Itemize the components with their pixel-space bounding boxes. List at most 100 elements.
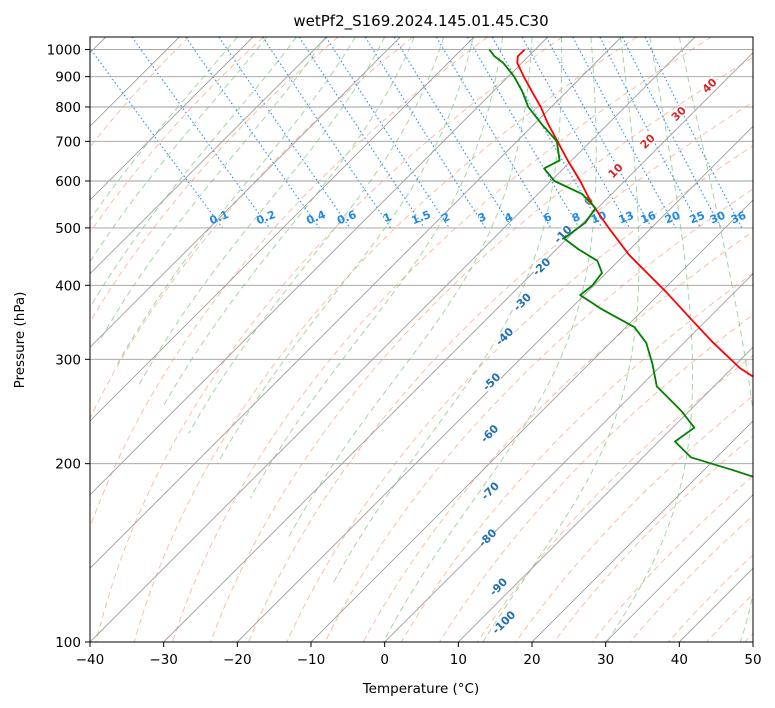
dry-adiabat	[95, 37, 563, 642]
mixing-ratio-line	[325, 37, 450, 229]
isotherm-gridline	[752, 641, 753, 642]
moist-adiabat	[162, 37, 415, 407]
mixing-ratio-line	[218, 37, 351, 229]
moist-adiabat	[188, 37, 445, 434]
x-tick-label: −30	[149, 652, 178, 668]
chart-title: wetPf2_S169.2024.145.01.45.C30	[293, 12, 548, 31]
y-tick-label: 600	[55, 174, 81, 190]
y-tick-label: 300	[55, 352, 81, 368]
mixing-ratio-label: 6	[542, 210, 554, 225]
label-backdrop	[668, 103, 689, 124]
x-tick-label: −20	[223, 652, 252, 668]
moist-adiabat	[216, 37, 474, 464]
mixing-ratio-line	[185, 37, 320, 229]
dry-adiabat-label: -70	[479, 479, 502, 502]
mixing-ratio-label: 2	[440, 210, 452, 225]
isotherm-gridline	[605, 494, 753, 642]
isotherm-gridline	[678, 567, 753, 642]
y-tick-label: 700	[55, 134, 81, 150]
label-backdrop	[699, 75, 720, 96]
mixing-ratio-label: 3	[476, 210, 488, 225]
dry-adiabat-label: -80	[476, 526, 499, 549]
mixing-ratio-label: 0.6	[335, 208, 358, 227]
mixing-ratio-label: 0.2	[255, 208, 278, 227]
temperature-profile	[516, 48, 753, 378]
mixing-ratio-line	[364, 37, 486, 229]
mixing-ratio-label: 8	[570, 210, 582, 225]
x-tick-label: 0	[380, 652, 389, 668]
mixing-ratio-label: 1	[381, 210, 393, 225]
label-backdrop	[477, 527, 498, 548]
dry-adiabat-label: -60	[478, 422, 501, 445]
y-tick-label: 500	[55, 221, 81, 237]
dry-adiabat	[133, 37, 638, 642]
dry-adiabat	[171, 37, 712, 642]
moist-adiabat	[678, 37, 753, 642]
label-backdrop	[493, 612, 514, 633]
mixing-ratio-label: 13	[617, 209, 636, 227]
moist-adiabat	[137, 37, 386, 387]
mixing-ratio-line	[521, 37, 630, 229]
moist-adiabat	[90, 37, 297, 309]
dry-adiabat-label: -50	[480, 370, 503, 393]
dry-adiabat-label: -20	[530, 255, 553, 278]
dry-adiabat	[362, 230, 753, 642]
dry-adiabat	[248, 101, 753, 642]
x-tick-label: 20	[523, 652, 540, 668]
mixing-ratio-line	[467, 37, 580, 229]
dewpoint-profile	[488, 49, 753, 478]
y-tick-label: 1000	[47, 43, 81, 59]
label-backdrop	[605, 160, 626, 181]
mixing-ratio-label: 4	[503, 210, 515, 225]
mixing-ratio-label: 20	[663, 209, 682, 227]
y-tick-label: 200	[55, 457, 81, 473]
label-backdrop	[488, 576, 509, 597]
moist-adiabat	[606, 37, 693, 642]
isotherm-gridline	[90, 37, 401, 348]
dry-adiabat-label: -90	[487, 575, 510, 598]
mixing-ratio-line	[393, 37, 513, 229]
dry-adiabat	[324, 188, 753, 642]
isotherm-gridline	[531, 420, 753, 642]
isotherm-gridline	[310, 199, 753, 642]
mixing-ratio-line	[491, 37, 603, 229]
dry-adiabat-label: 40	[700, 76, 720, 96]
dry-adiabat-label: -10	[551, 223, 574, 246]
mixing-ratio-label: 16	[639, 209, 658, 227]
x-tick-label: 30	[597, 652, 614, 668]
dry-adiabat-label: 20	[638, 131, 658, 151]
y-axis-label: Pressure (hPa)	[12, 292, 28, 389]
x-tick-label: 40	[671, 652, 688, 668]
mixing-ratio-line	[298, 37, 425, 229]
moist-adiabat	[117, 37, 356, 364]
y-tick-label: 100	[55, 635, 81, 651]
isotherm-gridline	[90, 37, 328, 275]
mixing-ratio-label: 36	[729, 209, 748, 227]
dry-adiabat-label: -30	[511, 290, 534, 313]
dry-adiabat	[553, 435, 753, 642]
label-backdrop	[637, 131, 658, 152]
isotherm-gridline	[457, 346, 753, 642]
label-backdrop	[494, 326, 515, 347]
label-backdrop	[480, 480, 500, 501]
y-tick-label: 400	[55, 278, 81, 294]
moist-adiabat	[382, 37, 597, 642]
x-tick-label: −40	[76, 652, 105, 668]
isotherm-gridline	[90, 37, 622, 569]
x-tick-label: −10	[297, 652, 326, 668]
dry-adiabat	[770, 37, 775, 655]
mixing-ratio-label: 30	[708, 209, 727, 227]
plot-frame	[89, 36, 754, 643]
moist-adiabat	[331, 37, 563, 585]
x-tick-label: 10	[450, 652, 467, 668]
isotherm-gridline	[384, 273, 753, 642]
isotherm-gridline	[90, 37, 549, 496]
dry-adiabat	[743, 632, 753, 642]
mixing-ratio-label: 0.4	[305, 208, 328, 227]
dry-adiabat	[438, 314, 753, 642]
dry-adiabat	[90, 37, 339, 323]
isotherm-gridline	[90, 37, 696, 642]
dry-adiabat	[591, 475, 753, 642]
x-axis-label: Temperature (°C)	[362, 681, 480, 697]
mixing-ratio-line	[90, 47, 223, 229]
